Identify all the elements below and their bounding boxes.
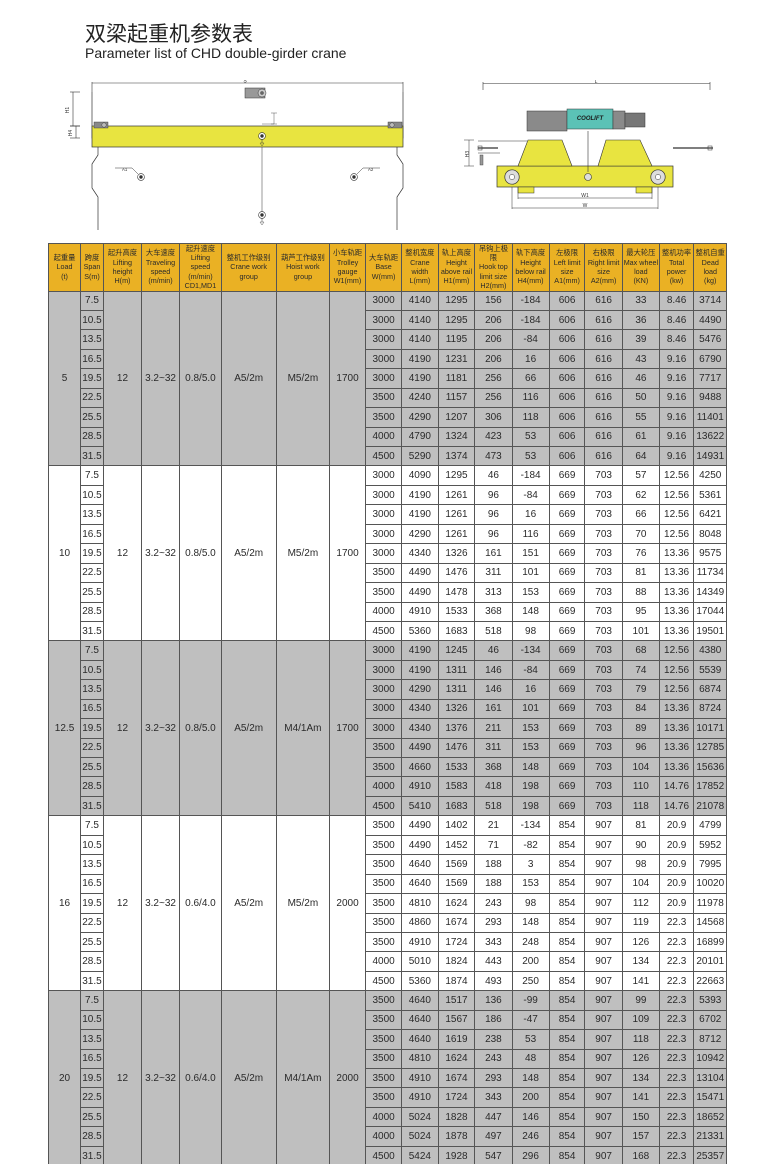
svg-text:H3: H3 (465, 151, 471, 158)
svg-text:COOLIFT: COOLIFT (577, 116, 605, 122)
svg-text:S: S (243, 80, 247, 85)
svg-text:L: L (595, 80, 598, 85)
svg-text:W1: W1 (581, 193, 589, 199)
svg-text:H1: H1 (65, 107, 71, 114)
svg-text:H4: H4 (68, 130, 74, 137)
svg-text:A1: A1 (122, 167, 128, 172)
svg-text:A2: A2 (368, 167, 374, 172)
svg-text:W: W (583, 203, 588, 209)
